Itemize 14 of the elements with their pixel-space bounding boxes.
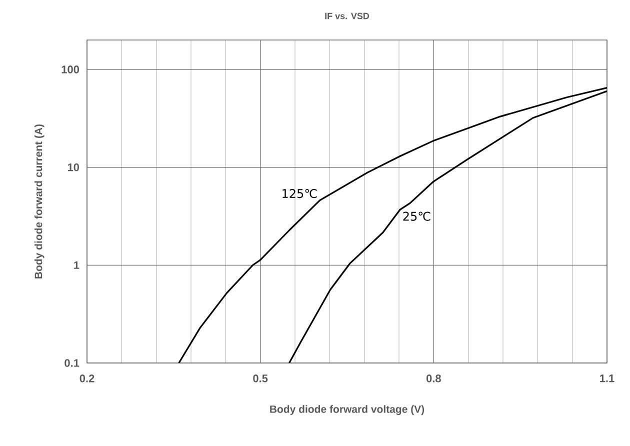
chart-title: IF vs. VSD	[325, 12, 370, 20]
y-tick-label: 1	[74, 261, 80, 269]
series-label: 125℃	[282, 189, 317, 198]
x-axis-title: Body diode forward voltage (V)	[270, 405, 424, 416]
x-tick-label: 0.2	[80, 374, 94, 382]
y-tick-label: 0.1	[64, 359, 80, 367]
x-tick-label: 1.1	[600, 374, 614, 382]
series-label: 25℃	[403, 212, 430, 221]
y-tick-label: 10	[68, 163, 80, 172]
x-tick-label: 0.8	[426, 374, 441, 382]
y-axis-title: Body diode forward current (A)	[34, 124, 44, 278]
x-tick-label: 0.5	[253, 374, 268, 382]
y-tick-label: 100	[62, 66, 80, 74]
line-series	[178, 86, 607, 363]
